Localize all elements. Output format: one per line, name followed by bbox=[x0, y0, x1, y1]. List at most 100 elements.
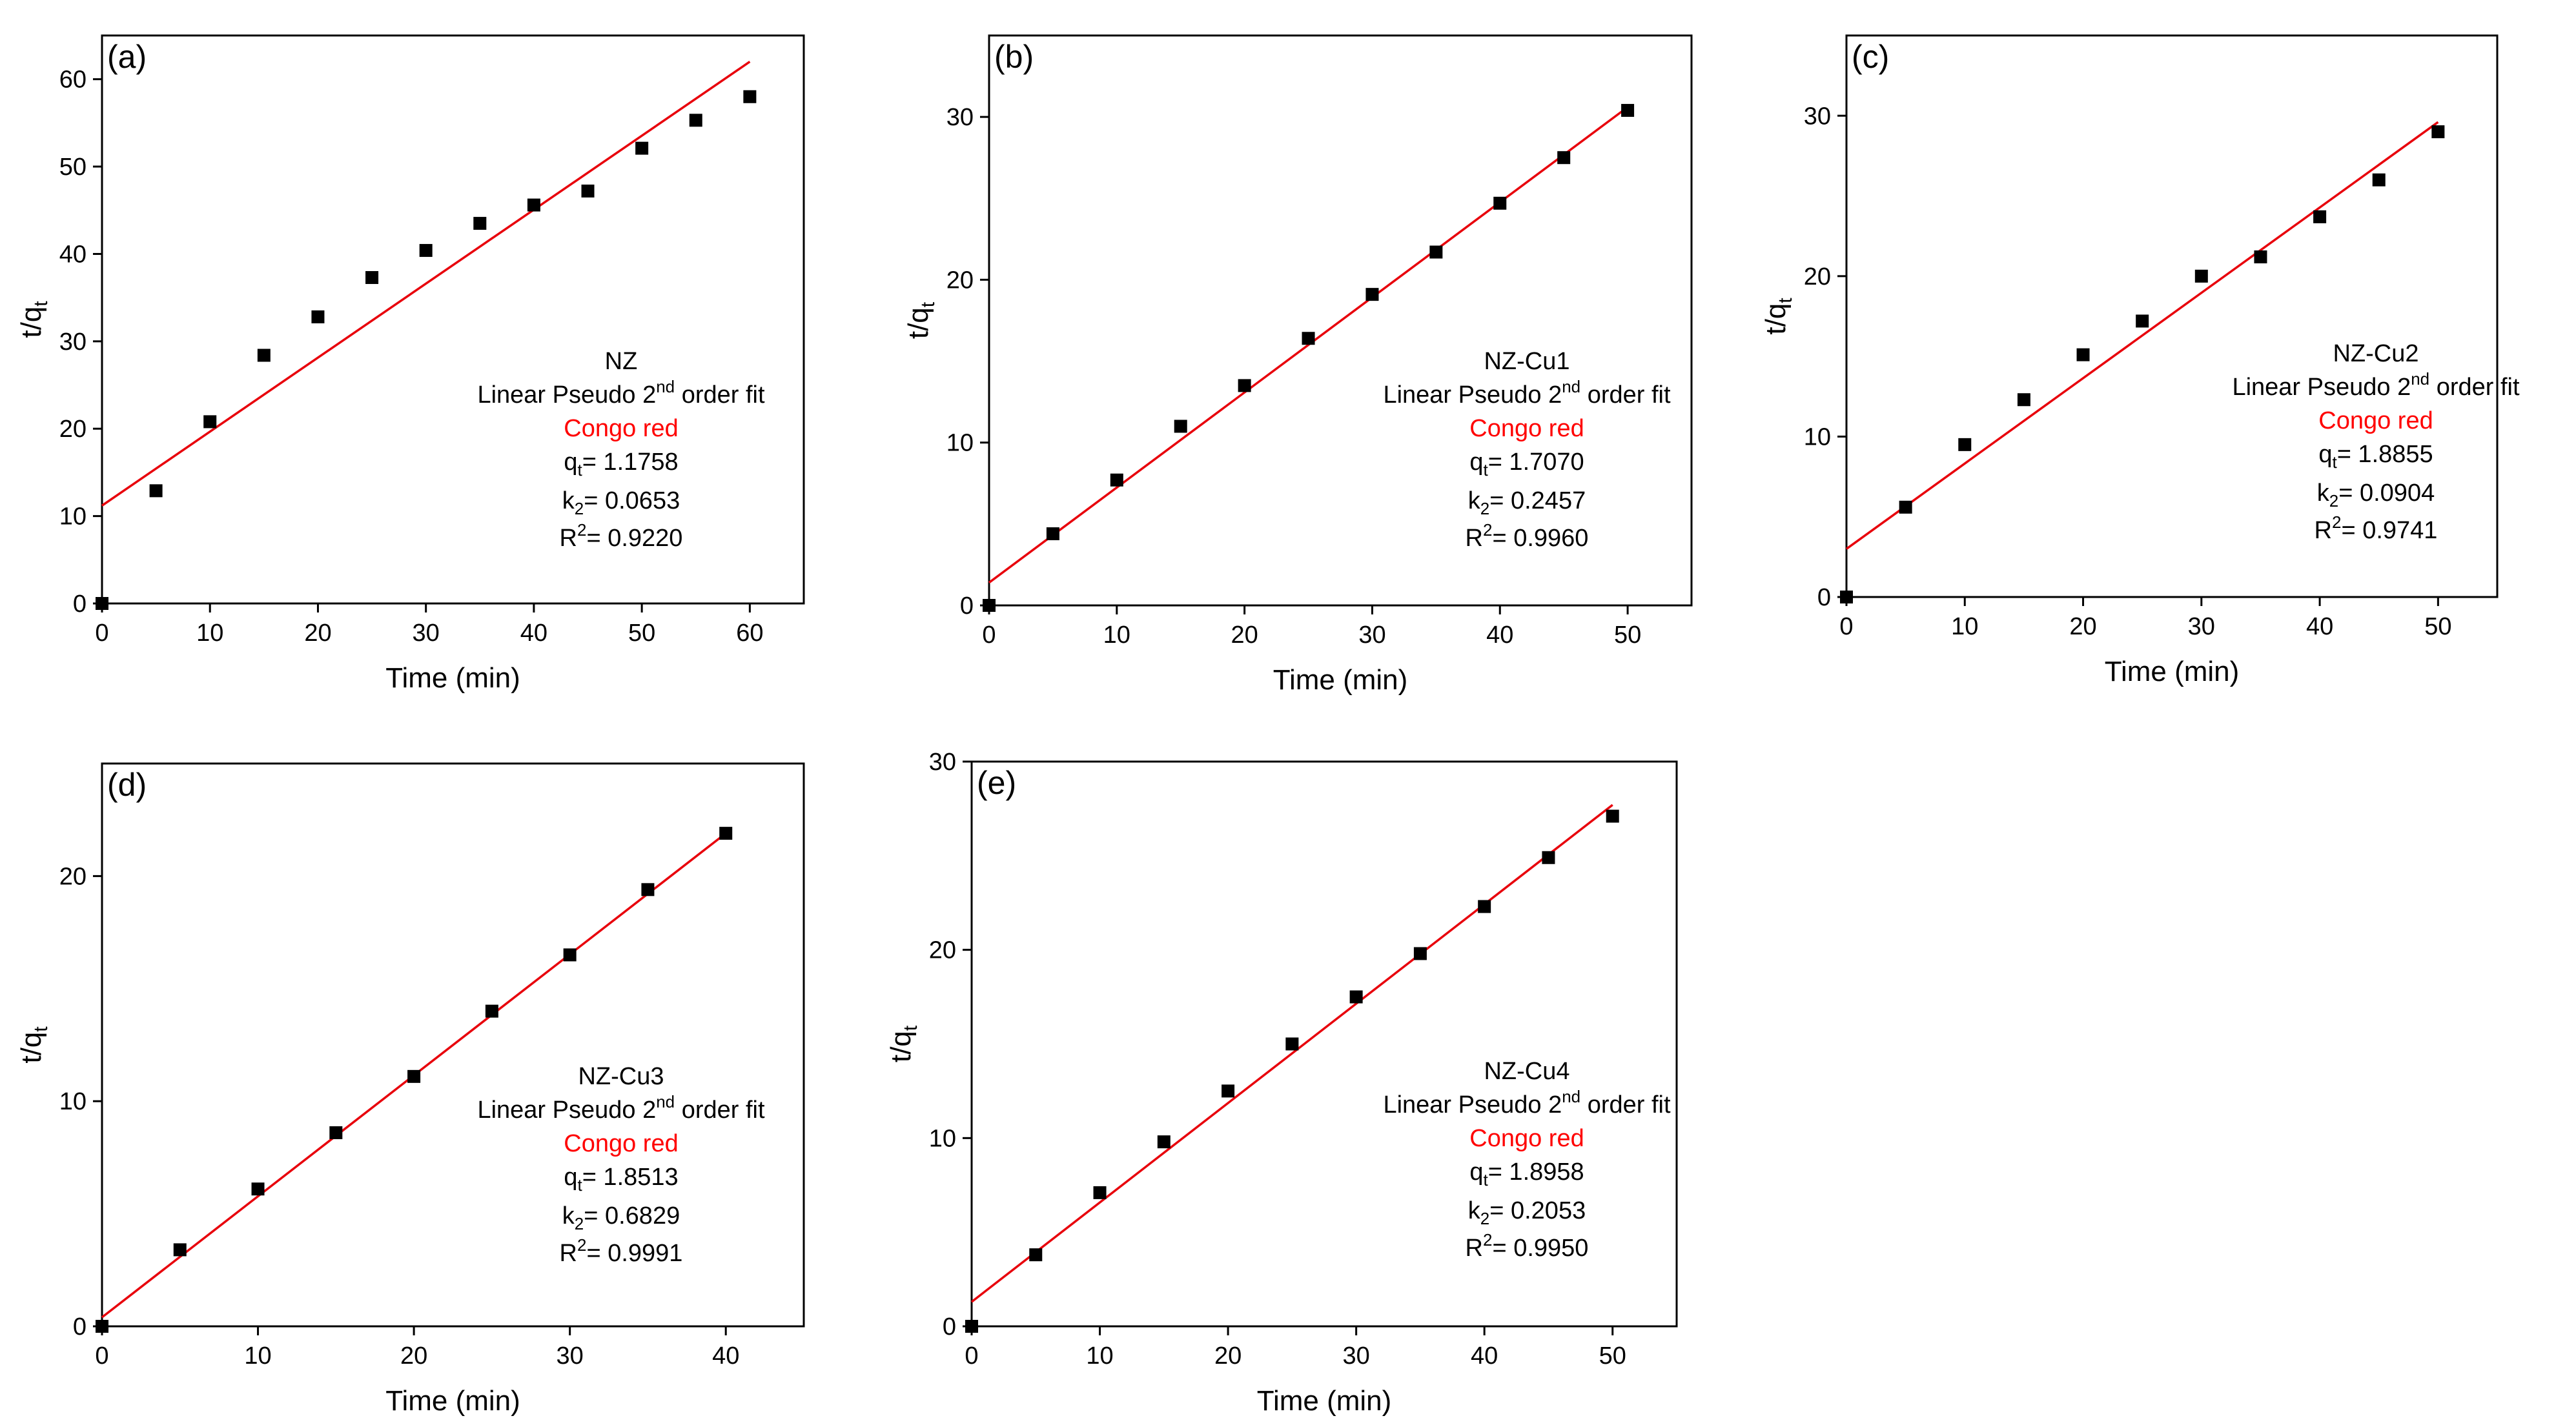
sample-name: NZ-Cu2 bbox=[2333, 340, 2418, 367]
fit-method: Linear Pseudo 2nd order fit bbox=[2232, 369, 2520, 401]
panel-label: (a) bbox=[107, 39, 147, 75]
dye-label: Congo red bbox=[564, 1130, 678, 1157]
dye-label: Congo red bbox=[1469, 1125, 1584, 1152]
data-point bbox=[251, 1182, 265, 1196]
y-tick-label: 50 bbox=[59, 154, 87, 181]
sample-name: NZ-Cu3 bbox=[578, 1063, 664, 1090]
panel-e: 0 10 20 30 40 50 0 10 20 30 Time (min) t/qt (e) NZ-Cu… bbox=[885, 749, 1678, 1417]
data-point bbox=[2431, 125, 2445, 139]
y-axis-title: t/qt bbox=[15, 301, 52, 338]
data-point bbox=[527, 198, 540, 212]
sample-name: NZ-Cu1 bbox=[1484, 348, 1569, 375]
y-tick-label: 20 bbox=[946, 267, 974, 294]
data-point bbox=[1478, 900, 1491, 913]
fit-method: Linear Pseudo 2nd order fit bbox=[1383, 1087, 1671, 1118]
dye-label: Congo red bbox=[564, 415, 678, 442]
k2-value: k2= 0.0653 bbox=[562, 487, 680, 518]
qt-value: qt= 1.8855 bbox=[2318, 441, 2433, 472]
data-point bbox=[1429, 245, 1443, 259]
x-axis-title: Time (min) bbox=[1257, 1385, 1392, 1417]
data-point bbox=[1840, 591, 1853, 603]
sample-name: NZ-Cu4 bbox=[1484, 1058, 1569, 1085]
data-point bbox=[365, 271, 379, 285]
x-tick-label: 0 bbox=[982, 622, 996, 649]
y-axis-title: t/qt bbox=[15, 1026, 52, 1064]
qt-value: qt= 1.1758 bbox=[564, 449, 678, 480]
y-tick-label: 30 bbox=[929, 749, 956, 776]
x-tick-label: 50 bbox=[2424, 613, 2451, 640]
x-tick-label: 20 bbox=[400, 1342, 427, 1370]
data-point bbox=[149, 484, 163, 498]
data-point bbox=[2313, 210, 2327, 223]
y-axis-title: t/qt bbox=[885, 1025, 921, 1062]
y-tick-label: 30 bbox=[946, 104, 974, 131]
x-axis-title: Time (min) bbox=[385, 1385, 520, 1417]
data-point bbox=[311, 310, 325, 323]
data-point bbox=[173, 1243, 187, 1257]
data-point bbox=[203, 415, 217, 429]
data-point bbox=[1413, 947, 1427, 960]
x-tick-label: 30 bbox=[557, 1342, 584, 1370]
qt-value: qt= 1.7070 bbox=[1469, 449, 1584, 480]
y-tick-label: 0 bbox=[960, 592, 974, 620]
x-tick-label: 40 bbox=[712, 1342, 739, 1370]
plot-frame bbox=[101, 34, 805, 605]
panel-b: 0 10 20 30 40 50 0 10 20 30 Time (min) t/qt (b) NZ-Cu… bbox=[903, 34, 1693, 696]
y-tick-label: 0 bbox=[73, 591, 87, 618]
data-point bbox=[1046, 527, 1059, 540]
y-tick-label: 30 bbox=[1804, 103, 1831, 130]
data-point bbox=[485, 1004, 498, 1018]
r2-value: R2= 0.9741 bbox=[2315, 512, 2438, 544]
fit-line bbox=[101, 61, 751, 507]
data-point bbox=[689, 114, 702, 127]
x-tick-label: 10 bbox=[1103, 622, 1130, 649]
dye-label: Congo red bbox=[2318, 407, 2433, 434]
panel-label: (d) bbox=[107, 767, 147, 803]
fit-line bbox=[970, 804, 1613, 1303]
data-point bbox=[1557, 151, 1571, 165]
data-point bbox=[1157, 1135, 1170, 1149]
x-tick-label: 20 bbox=[1214, 1342, 1242, 1370]
data-point bbox=[407, 1069, 421, 1083]
data-point bbox=[965, 1320, 978, 1333]
x-tick-label: 0 bbox=[965, 1342, 978, 1370]
y-tick-label: 60 bbox=[59, 66, 87, 94]
r2-value: R2= 0.9991 bbox=[560, 1235, 683, 1267]
plot-frame bbox=[988, 34, 1693, 607]
y-tick-label: 10 bbox=[59, 503, 87, 531]
data-point bbox=[719, 827, 733, 840]
data-point bbox=[96, 597, 108, 610]
data-point bbox=[1093, 1186, 1107, 1199]
x-axis-title: Time (min) bbox=[2105, 656, 2240, 687]
data-point bbox=[1542, 851, 1555, 864]
fit-method: Linear Pseudo 2nd order fit bbox=[1383, 377, 1671, 409]
data-point bbox=[983, 599, 996, 612]
y-tick-label: 40 bbox=[59, 241, 87, 268]
panel-label: (c) bbox=[1852, 39, 1889, 75]
panel-d: 0 10 20 30 40 0 10 20 Time (min) t/qt (d) NZ-Cu3Lin… bbox=[15, 762, 805, 1417]
y-tick-label: 0 bbox=[943, 1313, 956, 1341]
data-point bbox=[1222, 1084, 1235, 1098]
x-tick-label: 0 bbox=[95, 620, 108, 647]
data-point bbox=[419, 244, 433, 258]
y-axis-title: t/qt bbox=[1760, 298, 1796, 335]
y-tick-label: 10 bbox=[1804, 423, 1831, 450]
plot-frame bbox=[1845, 34, 2499, 598]
y-axis-title: t/qt bbox=[903, 301, 939, 339]
data-point bbox=[1349, 990, 1363, 1004]
data-point bbox=[1238, 379, 1251, 392]
dye-label: Congo red bbox=[1469, 415, 1584, 442]
data-point bbox=[563, 948, 577, 962]
data-point bbox=[2372, 173, 2386, 187]
data-point bbox=[2136, 314, 2149, 328]
data-point bbox=[473, 217, 487, 230]
k2-value: k2= 0.6829 bbox=[562, 1202, 680, 1233]
k2-value: k2= 0.0904 bbox=[2317, 480, 2435, 511]
x-tick-label: 40 bbox=[1486, 622, 1513, 649]
data-point bbox=[1302, 332, 1315, 345]
x-tick-label: 40 bbox=[520, 620, 547, 647]
y-tick-label: 20 bbox=[1804, 263, 1831, 290]
k2-value: k2= 0.2457 bbox=[1468, 487, 1586, 518]
data-point bbox=[1029, 1248, 1043, 1262]
data-point bbox=[2076, 348, 2090, 361]
